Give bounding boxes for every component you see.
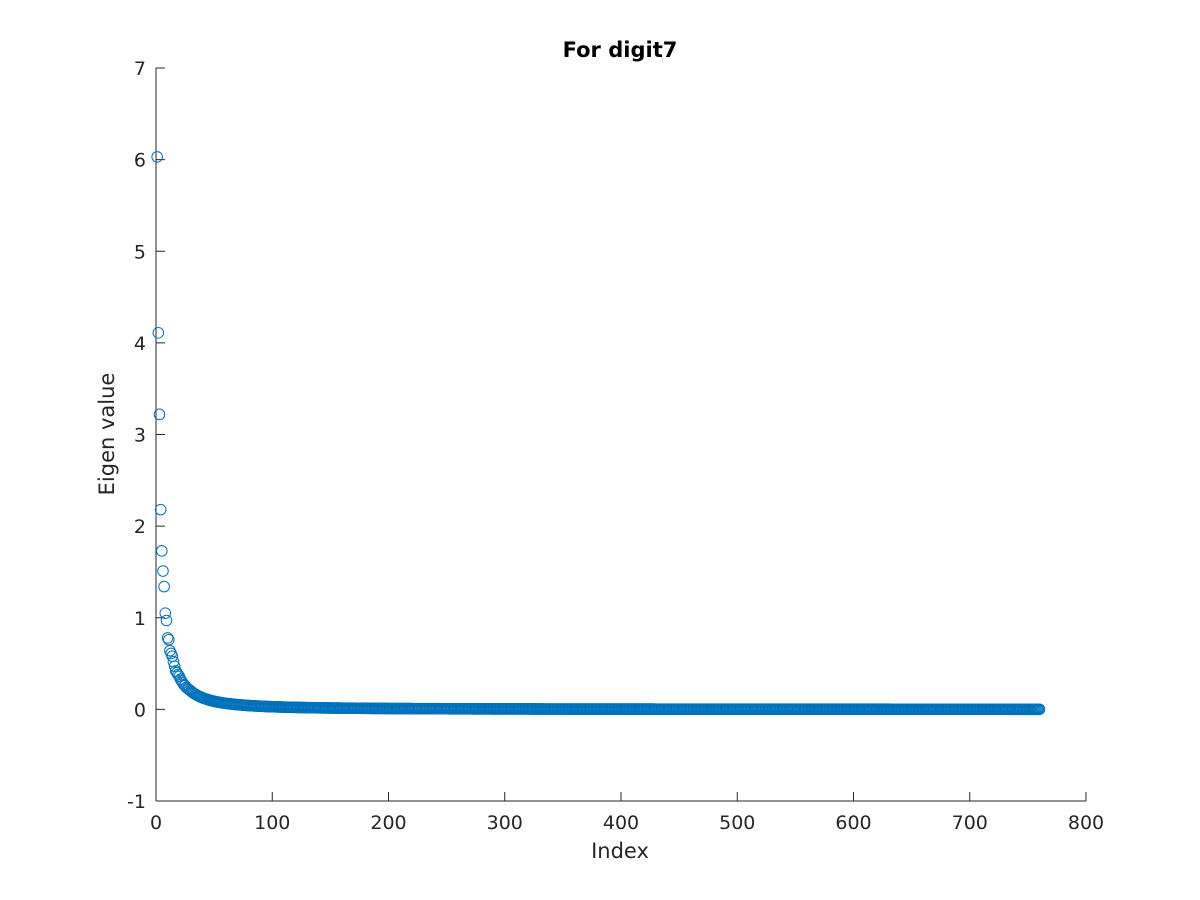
x-tick-label: 600	[835, 812, 871, 834]
data-point	[1033, 703, 1046, 716]
x-tick-label: 400	[603, 812, 639, 834]
data-point	[167, 655, 180, 668]
x-tick-label: 100	[254, 812, 290, 834]
x-tick-label: 0	[150, 812, 162, 834]
data-point	[156, 545, 168, 557]
data-point	[154, 503, 167, 516]
data-point	[161, 632, 174, 644]
y-tick-label: 6	[134, 150, 146, 172]
data-point	[159, 607, 172, 619]
data-point	[158, 580, 170, 593]
x-tick-label: 500	[719, 812, 755, 834]
data-points	[151, 151, 1046, 716]
data-point	[168, 660, 181, 673]
y-tick-label: -1	[127, 791, 146, 813]
x-axis-label: Index	[591, 839, 649, 863]
y-tick-label: 2	[134, 516, 146, 538]
x-tick-label: 200	[370, 812, 406, 834]
data-point	[160, 614, 173, 627]
y-tick-label: 7	[134, 58, 146, 80]
y-axis-label: Eigen value	[95, 373, 119, 496]
x-tick-label: 800	[1068, 812, 1104, 834]
y-tick-label: 5	[134, 241, 146, 263]
y-tick-label: 1	[134, 608, 146, 630]
data-point	[162, 633, 175, 646]
x-tick-label: 700	[952, 812, 988, 834]
data-point	[151, 151, 163, 163]
y-tick-label: 4	[134, 333, 146, 355]
chart-title: For digit7	[563, 38, 678, 62]
data-point	[157, 565, 169, 577]
y-tick-label: 0	[134, 699, 146, 721]
y-tick-label: 3	[134, 425, 146, 447]
data-point	[152, 327, 165, 339]
x-tick-label: 300	[487, 812, 523, 834]
data-point	[153, 408, 166, 421]
